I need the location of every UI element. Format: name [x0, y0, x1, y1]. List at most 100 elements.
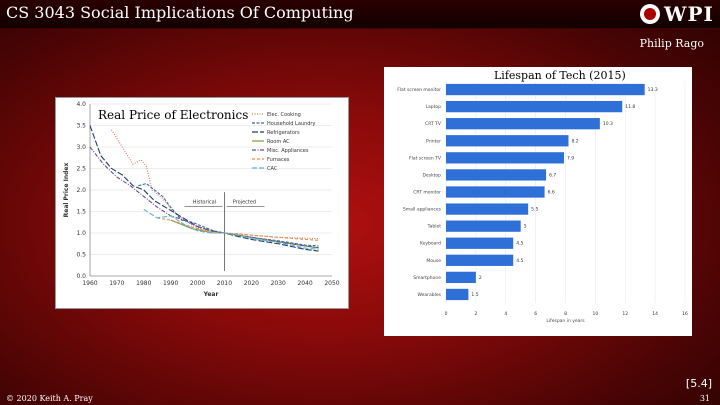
- bar-value-label: 6.6: [548, 190, 555, 196]
- legend-entry: Elec. Cooking: [267, 112, 301, 118]
- x-tick-label: 8: [564, 311, 567, 317]
- annotation-historical: Historical: [193, 199, 216, 205]
- x-axis-label: Lifespan in years: [546, 318, 585, 324]
- price-line-chart: 0.0 0.5 1.0 1.5 2.0 2.5 3.0 3.5 4.0 1960 1970 1980 1…: [63, 101, 340, 298]
- x-tick-label: 2: [474, 311, 477, 317]
- series-line-0: [111, 129, 319, 240]
- bar-value-label: 7.9: [567, 155, 574, 161]
- y-axis-label: Real Price Index: [63, 162, 70, 217]
- category-label: Laptop: [426, 104, 442, 110]
- y-tick-label: 3.5: [76, 123, 86, 130]
- category-label: Wearables: [417, 292, 441, 298]
- legend-entry: CAC: [267, 166, 278, 172]
- x-tick-label: 2010: [217, 280, 232, 287]
- bar-value-label: 10.3: [603, 121, 613, 127]
- annotation-projected: Projected: [233, 199, 256, 205]
- price-chart-panel: 0.0 0.5 1.0 1.5 2.0 2.5 3.0 3.5 4.0 1960 1970 1980 1…: [55, 97, 349, 309]
- bar: [446, 271, 476, 284]
- bar-value-label: 6.7: [549, 172, 556, 178]
- category-label: Tablet: [427, 224, 442, 230]
- x-tick-label: 14: [652, 311, 658, 317]
- bar: [446, 135, 569, 147]
- bar-value-label: 8.2: [571, 138, 578, 144]
- x-tick-label: 12: [622, 311, 628, 317]
- lifespan-chart-panel: 0 2 4 6 8 10 12 14 16 Lifespan in years Flat scree…: [384, 67, 692, 336]
- legend-entry: Refrigerators: [267, 130, 300, 136]
- category-label: Mouse: [426, 258, 441, 264]
- bar-value-label: 4.5: [516, 258, 523, 264]
- x-tick-label: 2020: [244, 280, 259, 287]
- lifespan-chart-caption: Lifespan of Tech (2015): [492, 69, 628, 82]
- y-tick-label: 3.0: [76, 144, 86, 151]
- bar-value-label: 2: [479, 275, 482, 281]
- legend-entry: Misc. Appliances: [267, 148, 309, 154]
- copyright-text: © 2020 Keith A. Pray: [6, 394, 93, 403]
- bar: [446, 237, 514, 249]
- wpi-logo: WPI: [640, 2, 714, 26]
- page-number: 31: [699, 394, 710, 403]
- legend-entry: Furnaces: [267, 157, 290, 163]
- bar-value-label: 5.5: [531, 207, 538, 213]
- series-line-2: [89, 125, 319, 252]
- x-tick-label: 4: [504, 311, 507, 317]
- bar: [446, 100, 623, 113]
- category-label: Printer: [426, 138, 441, 144]
- x-tick-label: 1960: [82, 280, 97, 287]
- y-tick-label: 1.5: [76, 209, 86, 216]
- series-line-6: [143, 208, 319, 250]
- bar-value-label: 5: [524, 224, 527, 230]
- category-label: Flat screen monitor: [397, 87, 441, 93]
- bar: [446, 186, 545, 198]
- legend-entry: Room AC: [267, 139, 290, 145]
- category-label: CRT monitor: [413, 190, 441, 196]
- reference-citation: [5.4]: [685, 377, 712, 390]
- bar-value-label: 11.8: [625, 104, 635, 110]
- x-tick-label: 0: [445, 311, 448, 317]
- x-tick-label: 2050: [324, 280, 339, 287]
- title-bar: CS 3043 Social Implications Of Computing…: [0, 0, 720, 29]
- x-tick-label: 2040: [297, 280, 312, 287]
- y-tick-label: 0.5: [76, 252, 86, 259]
- category-label: Keyboard: [420, 241, 441, 247]
- lifespan-bar-chart: 0 2 4 6 8 10 12 14 16 Lifespan in years Flat scree…: [397, 81, 688, 324]
- category-label: Desktop: [422, 172, 441, 178]
- x-axis-label: Year: [203, 291, 219, 298]
- series-line-5: [157, 217, 319, 241]
- y-tick-label: 2.0: [76, 187, 86, 194]
- bar: [446, 254, 514, 266]
- y-tick-label: 4.0: [76, 101, 86, 108]
- legend-entry: Household Laundry: [267, 121, 315, 127]
- bar: [446, 203, 529, 215]
- y-tick-label: 1.0: [76, 230, 86, 237]
- bar-value-label: 13.3: [648, 87, 658, 93]
- y-tick-label: 2.5: [76, 166, 86, 173]
- x-tick-label: 2000: [190, 280, 205, 287]
- bar-value-label: 4.5: [516, 241, 523, 247]
- category-label: CRT TV: [425, 121, 442, 127]
- price-chart-caption: Real Price of Electronics: [98, 108, 249, 122]
- x-tick-label: 2030: [271, 280, 286, 287]
- series-line-4: [89, 146, 319, 249]
- course-title: CS 3043 Social Implications Of Computing: [6, 3, 354, 22]
- x-tick-label: 1980: [136, 280, 151, 287]
- bar: [446, 152, 565, 164]
- bar-value-label: 1.5: [471, 292, 478, 298]
- x-tick-label: 1970: [109, 280, 124, 287]
- bar: [446, 220, 521, 232]
- author-name: Philip Rago: [639, 37, 704, 50]
- y-tick-label: 0.0: [76, 273, 86, 280]
- category-label: Small appliances: [403, 207, 442, 213]
- category-label: Smartphone: [413, 275, 441, 281]
- bar: [446, 118, 600, 130]
- x-tick-label: 16: [682, 311, 688, 317]
- x-tick-label: 6: [534, 311, 537, 317]
- wpi-seal-icon: [640, 4, 660, 24]
- bar: [446, 169, 547, 181]
- x-tick-label: 1990: [163, 280, 178, 287]
- category-label: Flat screen TV: [409, 155, 442, 161]
- x-tick-label: 10: [593, 311, 599, 317]
- bar: [446, 83, 645, 96]
- wpi-logo-text: WPI: [664, 2, 714, 26]
- series-line-1: [138, 182, 319, 247]
- bar: [446, 288, 469, 301]
